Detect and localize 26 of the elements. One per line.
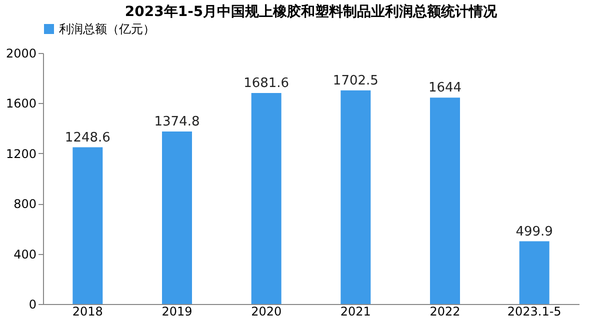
chart-title: 2023年1-5月中国规上橡胶和塑料制品业利润总额统计情况 [124,3,498,20]
data-label: 499.9 [516,224,553,240]
bar [430,98,460,304]
data-label: 1374.8 [154,114,200,130]
y-tick-label: 2000 [6,46,36,60]
y-tick-label: 1600 [6,96,36,111]
data-label: 1702.5 [332,73,378,88]
bar [251,92,282,304]
x-tick-label: 2019 [162,304,192,318]
y-tick-label: 400 [14,247,36,262]
x-tick-label: 2022 [430,304,460,318]
bar [519,241,550,304]
data-label: 1681.6 [244,76,290,91]
data-label: 1644 [428,80,462,96]
x-tick-label: 2020 [251,304,282,318]
y-tick-label: 1200 [6,146,36,161]
bar [340,90,371,304]
data-label: 1248.6 [64,130,110,146]
bar [72,147,103,304]
x-tick-label: 2018 [72,304,103,318]
y-tick-label: 800 [14,197,36,212]
x-tick-label: 2023.1-5 [507,304,562,318]
legend-label: 利润总额（亿元） [59,22,155,36]
y-tick-label: 0 [28,298,36,312]
x-tick-label: 2021 [340,304,371,318]
bar [162,131,192,304]
